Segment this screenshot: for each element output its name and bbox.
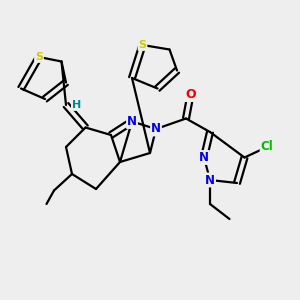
Text: H: H [72, 100, 81, 110]
Text: Cl: Cl [261, 140, 273, 154]
Text: N: N [151, 122, 161, 136]
Text: O: O [185, 88, 196, 101]
Text: O: O [185, 88, 196, 101]
Text: S: S [35, 52, 43, 62]
Text: S: S [139, 40, 146, 50]
Text: N: N [199, 151, 209, 164]
Text: N: N [127, 115, 137, 128]
Text: N: N [205, 173, 215, 187]
